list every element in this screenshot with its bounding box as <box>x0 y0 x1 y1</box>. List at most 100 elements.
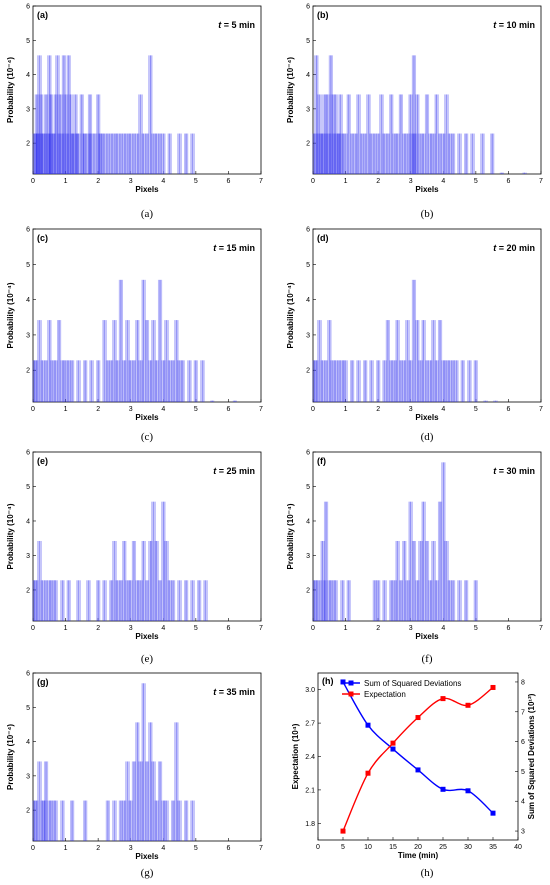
bars <box>312 462 478 621</box>
data-point <box>465 788 471 794</box>
x-tick-label: 0 <box>31 178 35 185</box>
bars <box>32 279 237 402</box>
panel-caption: (c) <box>141 431 154 443</box>
x-tick-label: 5 <box>194 406 198 413</box>
x-axis-label: Pixels <box>135 413 159 422</box>
x-tick-label: 0 <box>311 406 315 413</box>
y2-tick-label: 4 <box>521 799 525 806</box>
data-point <box>390 740 396 746</box>
time-label: t = 10 min <box>493 20 535 30</box>
time-label: t = 20 min <box>493 243 535 253</box>
x-tick-label: 0 <box>311 625 315 632</box>
y-tick-label: 3 <box>26 332 30 339</box>
x-tick-label: 15 <box>389 844 397 851</box>
time-variable: t <box>213 243 217 253</box>
x-tick-label: 3 <box>409 625 413 632</box>
x-tick-label: 35 <box>489 844 497 851</box>
x-tick-label: 30 <box>464 844 472 851</box>
y-tick-label: 4 <box>306 297 310 304</box>
x-tick-label: 5 <box>474 178 478 185</box>
bars <box>312 55 527 174</box>
y-axis-label: Probability (10⁻⁴) <box>286 282 295 348</box>
time-variable: t <box>213 687 217 697</box>
x-tick-label: 6 <box>226 178 230 185</box>
y-tick-label: 6 <box>306 227 310 234</box>
y-axis-label: Expectation (10⁴) <box>291 723 300 789</box>
series-expectation <box>340 684 496 834</box>
y-tick-label: 6 <box>26 227 30 234</box>
x-tick-label: 2 <box>96 625 100 632</box>
y-tick-label: 5 <box>306 484 310 491</box>
y2-axis-label: Sum of Squared Deviations (10¹²) <box>527 693 536 819</box>
y-tick-label: 2 <box>26 141 30 148</box>
x-tick-label: 7 <box>539 406 543 413</box>
series-ssd <box>340 679 496 816</box>
x-tick-label: 6 <box>226 845 230 852</box>
panel-label: (e) <box>37 456 48 466</box>
x-tick-label: 7 <box>259 178 263 185</box>
y-tick-label: 5 <box>26 484 30 491</box>
panel-label: (f) <box>317 456 326 466</box>
y-tick-label: 6 <box>26 4 30 11</box>
panel-label: (b) <box>317 10 329 20</box>
x-tick-label: 2 <box>96 406 100 413</box>
x-tick-label: 3 <box>129 178 133 185</box>
time-value: = 15 min <box>216 243 255 253</box>
x-tick-label: 10 <box>364 844 372 851</box>
legend-entry: Expectation <box>364 690 406 699</box>
x-tick-label: 5 <box>474 406 478 413</box>
time-value: = 30 min <box>496 466 535 476</box>
data-point <box>490 810 496 816</box>
x-tick-label: 7 <box>259 845 263 852</box>
series-line <box>342 681 494 814</box>
x-tick-label: 2 <box>96 178 100 185</box>
x-tick-label: 1 <box>344 625 348 632</box>
series-line <box>342 686 494 832</box>
time-variable: t <box>213 466 217 476</box>
time-label: t = 25 min <box>213 466 255 476</box>
bars <box>312 279 498 402</box>
y-tick-label: 4 <box>306 518 310 525</box>
time-variable: t <box>493 243 497 253</box>
time-label: t = 35 min <box>213 687 255 697</box>
y-tick-label: 2.4 <box>305 754 315 761</box>
x-tick-label: 6 <box>226 625 230 632</box>
y2-tick-label: 7 <box>521 709 525 716</box>
x-tick-label: 4 <box>441 406 445 413</box>
legend-entry: Sum of Squared Deviations <box>364 679 461 688</box>
y2-tick-label: 6 <box>521 739 525 746</box>
y-tick-label: 4 <box>306 72 310 79</box>
data-point <box>415 767 421 773</box>
panel-label: (a) <box>37 10 48 20</box>
time-value: = 10 min <box>496 20 535 30</box>
y-tick-label: 4 <box>26 518 30 525</box>
panel-label: (h) <box>322 676 334 686</box>
x-tick-label: 7 <box>259 406 263 413</box>
panel-caption: (h) <box>421 867 434 879</box>
panel-label: (c) <box>37 233 48 243</box>
y-tick-label: 2 <box>26 808 30 815</box>
y-tick-label: 6 <box>306 450 310 457</box>
x-tick-label: 0 <box>311 178 315 185</box>
y-axis-label: Probability (10⁻⁴) <box>6 503 15 569</box>
y-tick-label: 2 <box>306 587 310 594</box>
x-tick-label: 1 <box>344 406 348 413</box>
x-tick-label: 4 <box>161 178 165 185</box>
x-tick-label: 4 <box>161 845 165 852</box>
x-tick-label: 2 <box>376 178 380 185</box>
time-variable: t <box>493 20 497 30</box>
x-tick-label: 5 <box>194 845 198 852</box>
y-tick-label: 3 <box>306 106 310 113</box>
x-axis-label: Pixels <box>415 413 439 422</box>
y-tick-label: 3 <box>26 773 30 780</box>
panel-caption: (f) <box>422 653 433 665</box>
y-axis-label: Probability (10⁻⁴) <box>6 724 15 790</box>
x-axis-label: Pixels <box>415 185 439 194</box>
x-tick-label: 0 <box>31 625 35 632</box>
x-tick-label: 20 <box>414 844 422 851</box>
plot-frame <box>317 672 519 841</box>
y-tick-label: 3.0 <box>305 687 315 694</box>
x-tick-label: 7 <box>539 178 543 185</box>
y-tick-label: 5 <box>306 38 310 45</box>
time-value: = 25 min <box>216 466 255 476</box>
